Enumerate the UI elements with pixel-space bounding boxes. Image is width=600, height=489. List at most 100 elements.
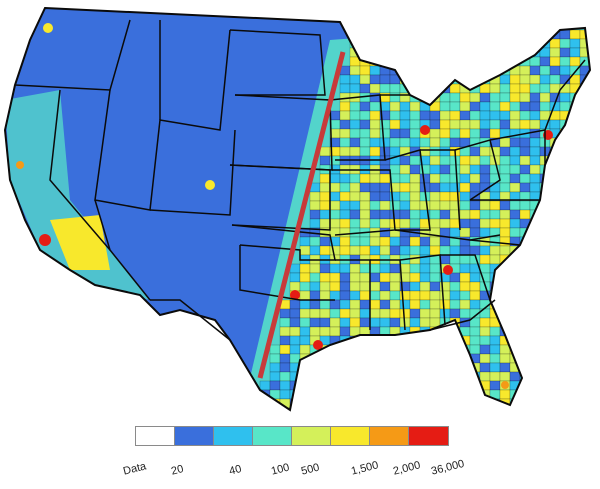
- county-cell: [419, 335, 431, 346]
- county-cell: [509, 182, 521, 193]
- county-cell: [309, 389, 321, 400]
- county-cell: [559, 245, 571, 256]
- county-cell: [309, 272, 321, 283]
- county-cell: [499, 38, 511, 49]
- county-cell: [559, 299, 571, 310]
- county-cell: [579, 389, 590, 400]
- county-cell: [469, 29, 481, 40]
- county-cell: [419, 236, 431, 247]
- county-cell: [419, 200, 431, 211]
- county-cell: [329, 290, 341, 301]
- county-cell: [499, 353, 511, 364]
- county-cell: [569, 362, 581, 373]
- county-cell: [349, 119, 361, 130]
- county-cell: [469, 110, 481, 121]
- county-cell: [349, 353, 361, 364]
- county-cell: [549, 191, 561, 202]
- county-cell: [369, 137, 381, 148]
- county-cell: [289, 272, 301, 283]
- county-cell: [399, 344, 411, 355]
- county-cell: [589, 272, 590, 283]
- county-cell: [559, 344, 571, 355]
- county-cell: [509, 200, 521, 211]
- county-cell: [449, 245, 461, 256]
- county-cell: [449, 389, 461, 400]
- county-cell: [329, 317, 341, 328]
- county-cell: [309, 362, 321, 373]
- county-cell: [509, 164, 521, 175]
- county-cell: [499, 272, 511, 283]
- county-cell: [429, 137, 441, 148]
- county-cell: [539, 173, 551, 184]
- county-cell: [479, 353, 491, 364]
- county-cell: [319, 173, 331, 184]
- county-cell: [329, 263, 341, 274]
- hotspot-chicago: [420, 125, 430, 135]
- county-cell: [569, 227, 581, 238]
- county-cell: [389, 101, 401, 112]
- county-cell: [459, 128, 471, 139]
- county-cell: [479, 263, 491, 274]
- county-cell: [509, 299, 521, 310]
- county-cell: [349, 308, 361, 319]
- county-cell: [539, 101, 551, 112]
- county-cell: [469, 200, 481, 211]
- county-cell: [359, 245, 371, 256]
- county-cell: [439, 110, 451, 121]
- county-cell: [499, 164, 511, 175]
- legend-label-1: 20: [170, 463, 185, 478]
- county-cell: [369, 200, 381, 211]
- county-cell: [589, 101, 590, 112]
- county-cell: [309, 308, 321, 319]
- county-cell: [499, 83, 511, 94]
- county-cell: [509, 335, 521, 346]
- county-cell: [419, 362, 431, 373]
- county-cell: [589, 263, 590, 274]
- county-cell: [579, 227, 590, 238]
- county-cell: [429, 371, 441, 382]
- county-cell: [559, 137, 571, 148]
- county-cell: [289, 281, 301, 292]
- county-cell: [369, 128, 381, 139]
- county-cell: [579, 290, 590, 301]
- county-cell: [569, 299, 581, 310]
- county-cell: [369, 119, 381, 130]
- county-cell: [459, 74, 471, 85]
- county-cell: [459, 92, 471, 103]
- county-cell: [299, 335, 311, 346]
- county-cell: [469, 326, 481, 337]
- county-cell: [519, 299, 531, 310]
- county-cell: [329, 281, 341, 292]
- county-cell: [319, 398, 331, 409]
- county-cell: [539, 299, 551, 310]
- county-cell: [549, 74, 561, 85]
- county-cell: [529, 92, 541, 103]
- county-cell: [539, 236, 551, 247]
- county-cell: [589, 110, 590, 121]
- county-cell: [409, 173, 421, 184]
- county-cell: [519, 137, 531, 148]
- county-cell: [529, 344, 541, 355]
- county-cell: [459, 155, 471, 166]
- county-cell: [539, 272, 551, 283]
- county-cell: [479, 146, 491, 157]
- county-cell: [449, 38, 461, 49]
- county-cell: [309, 290, 321, 301]
- county-cell: [409, 362, 421, 373]
- county-cell: [579, 308, 590, 319]
- county-cell: [499, 92, 511, 103]
- county-cell: [299, 344, 311, 355]
- county-cell: [569, 245, 581, 256]
- county-cell: [409, 263, 421, 274]
- county-cell: [499, 299, 511, 310]
- county-cell: [339, 290, 351, 301]
- county-cell: [519, 119, 531, 130]
- county-cell: [429, 344, 441, 355]
- county-cell: [419, 272, 431, 283]
- county-cell: [589, 29, 590, 40]
- county-cell: [589, 74, 590, 85]
- county-cell: [309, 398, 321, 409]
- county-cell: [349, 29, 361, 40]
- county-cell: [289, 263, 301, 274]
- county-cell: [489, 92, 501, 103]
